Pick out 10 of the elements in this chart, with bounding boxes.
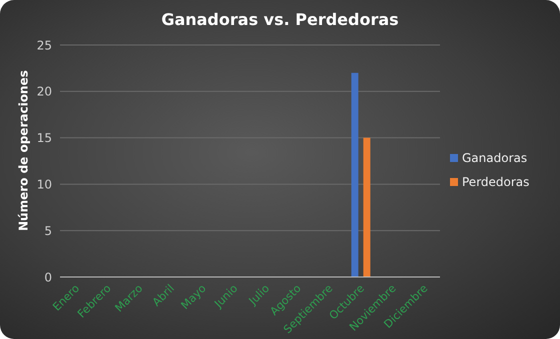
y-tick-label: 25 [36,38,52,52]
legend-label: Ganadoras [462,150,528,164]
y-tick-label: 10 [36,177,52,192]
y-tick-label: 5 [44,224,52,238]
legend-label: Perdedoras [462,174,530,188]
y-axis-title: Número de operaciones [16,70,30,231]
y-tick-label: 20 [36,84,52,99]
y-tick-label: 15 [36,131,52,146]
y-tick-label: 0 [44,270,52,284]
chart-title: Ganadoras vs. Perdedoras [160,10,400,29]
